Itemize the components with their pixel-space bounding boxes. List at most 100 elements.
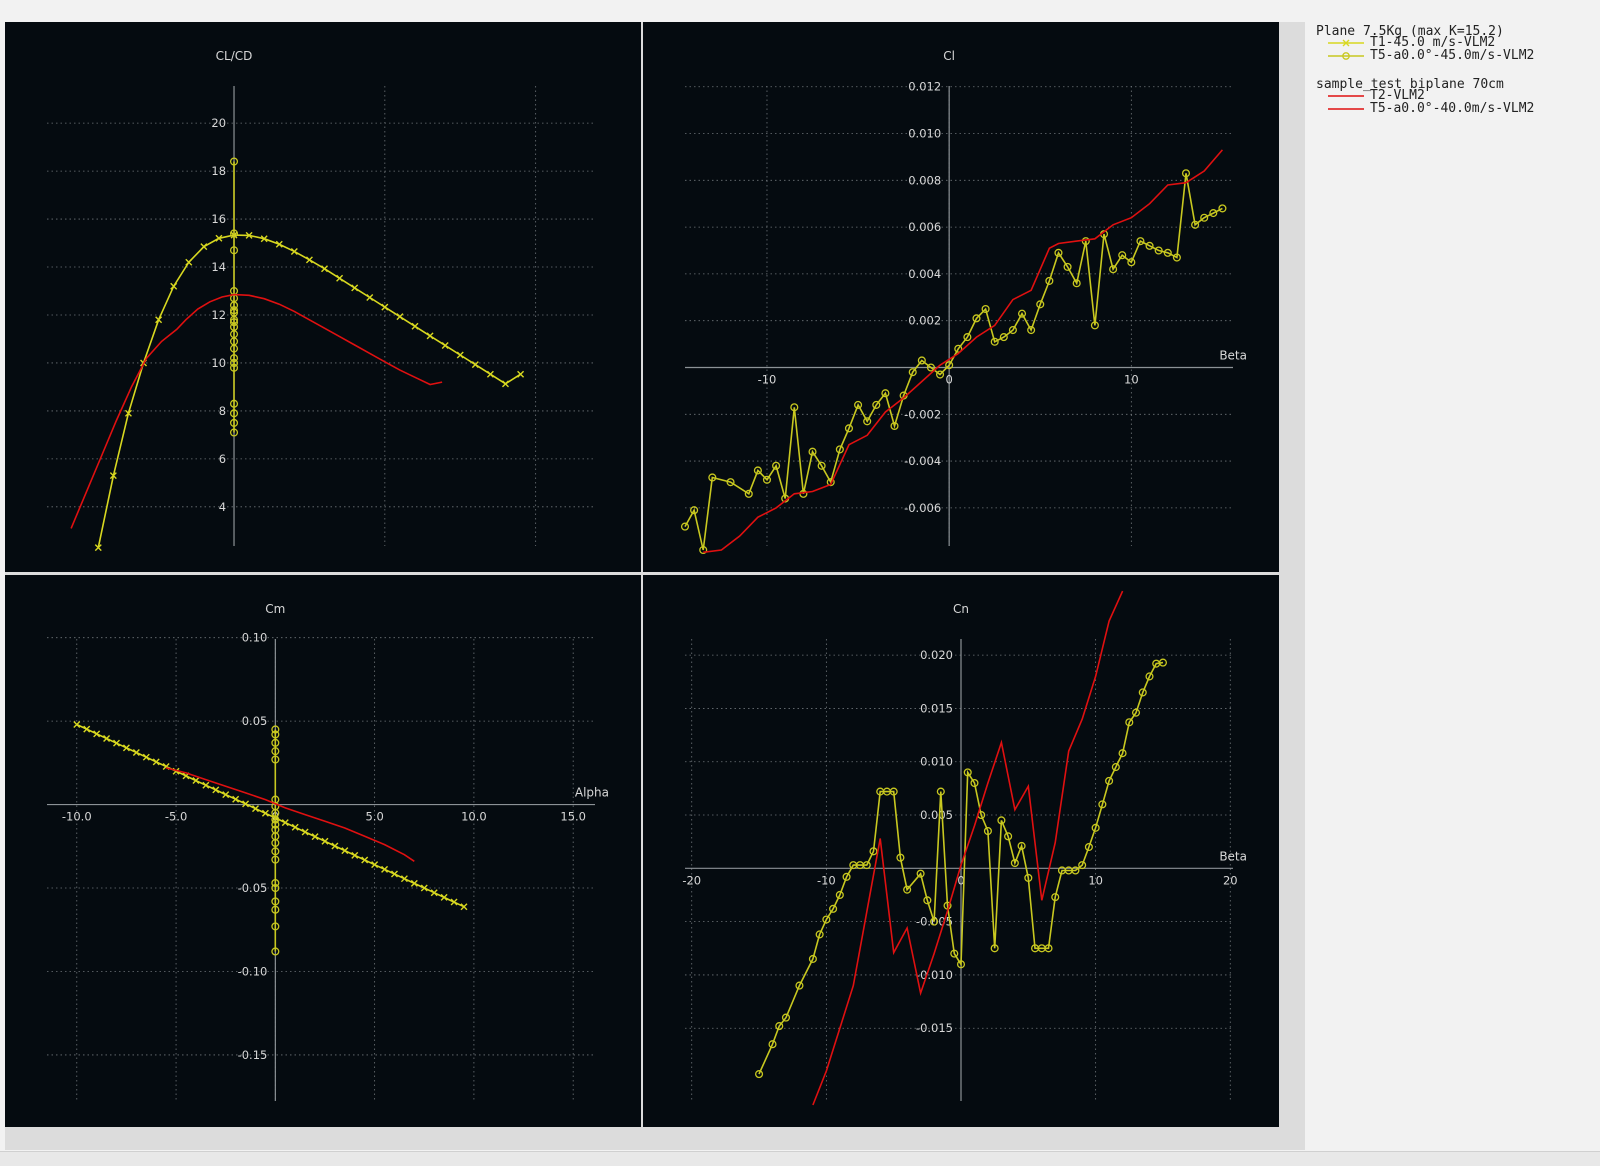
data-point-circle-marker xyxy=(1004,832,1013,841)
y-tick-label: 6 xyxy=(219,452,226,466)
data-point-circle-marker xyxy=(842,872,851,881)
y-axis-label: CL/CD xyxy=(216,49,253,63)
data-point-circle-marker xyxy=(822,915,831,924)
data-point-circle-marker xyxy=(271,883,280,893)
data-point-x-marker xyxy=(232,795,240,803)
data-point-circle-marker xyxy=(826,478,835,487)
data-point-x-marker xyxy=(73,720,81,728)
data-point-circle-marker xyxy=(229,399,239,408)
data-point-circle-marker xyxy=(835,445,844,454)
data-point-circle-marker xyxy=(229,354,239,363)
data-point-circle-marker xyxy=(271,820,280,829)
series-line xyxy=(684,173,1223,551)
plot-area xyxy=(680,149,1227,555)
y-tick-label: 0.015 xyxy=(920,701,953,715)
data-point-x-marker xyxy=(185,258,193,266)
graph-cm-vs-alpha[interactable]: Alpha Cm -10.0 -5.0 0 5.0 10.0 15.0 -0.15 -0.10 -0… xyxy=(5,575,641,1127)
data-point-circle-marker xyxy=(229,363,239,372)
x-tick-label: 5.0 xyxy=(365,810,383,824)
y-tick-label: -0.05 xyxy=(238,881,268,895)
data-point-circle-marker xyxy=(1045,276,1054,285)
data-point-circle-marker xyxy=(990,337,999,346)
data-point-circle-marker xyxy=(229,344,239,353)
x-tick-label: -5.0 xyxy=(165,810,187,824)
series-line xyxy=(812,590,1124,1106)
data-point-circle-marker xyxy=(1218,204,1227,213)
x-tick-label: 20 xyxy=(1223,873,1238,887)
data-point-circle-marker xyxy=(950,949,959,958)
legend-entry[interactable]: T5-a0.0°-40.0m/s-VLM2 xyxy=(1316,102,1586,116)
data-point-circle-marker xyxy=(1131,708,1141,717)
data-point-circle-marker xyxy=(229,308,239,317)
data-point-x-marker xyxy=(152,758,160,766)
legend-entry[interactable]: T5-a0.0°-45.0m/s-VLM2 xyxy=(1316,48,1586,63)
series-1 xyxy=(812,590,1124,1106)
data-point-circle-marker xyxy=(1010,858,1019,868)
y-tick-label: -0.15 xyxy=(238,1048,268,1062)
y-tick-label: 0.006 xyxy=(908,220,941,234)
data-point-circle-marker xyxy=(835,890,844,900)
y-tick-label: -0.010 xyxy=(916,968,953,982)
legend-entry-label: T5-a0.0°-45.0m/s-VLM2 xyxy=(1370,48,1535,63)
data-point-circle-marker xyxy=(990,944,999,953)
graph-cl-vs-beta[interactable]: Beta Cl -10 0 10 -0.006 -0.004 -0.002 0.002 0.004… xyxy=(643,22,1279,572)
legend-entry[interactable]: T1-45.0 m/s-VLM2 xyxy=(1316,36,1586,50)
data-point-circle-marker xyxy=(808,954,817,963)
data-point-x-marker xyxy=(142,753,150,761)
data-point-circle-marker xyxy=(854,400,863,409)
data-point-circle-marker xyxy=(229,229,239,238)
grid-lines xyxy=(47,637,595,1101)
data-point-circle-marker xyxy=(271,947,280,956)
data-point-x-marker xyxy=(371,861,379,869)
y-axis-label: Cm xyxy=(265,602,285,616)
data-point-x-marker xyxy=(517,370,525,378)
data-point-x-marker xyxy=(261,809,269,817)
y-tick-label: 0.012 xyxy=(908,80,941,94)
data-point-circle-marker xyxy=(1105,776,1114,785)
data-point-circle-marker xyxy=(229,358,239,368)
y-tick-label: 16 xyxy=(211,212,226,226)
data-point-x-marker xyxy=(305,256,313,264)
data-point-x-marker xyxy=(420,884,428,892)
data-point-circle-marker xyxy=(1090,321,1099,330)
data-point-x-marker xyxy=(215,234,223,242)
x-axis-label: Beta xyxy=(1219,348,1247,362)
data-point-x-marker xyxy=(155,316,163,324)
data-point-x-marker xyxy=(122,744,130,752)
data-point-circle-marker xyxy=(999,333,1008,342)
data-point-circle-marker xyxy=(229,246,239,255)
data-point-circle-marker xyxy=(271,725,280,734)
data-point-circle-marker xyxy=(916,869,925,878)
series-line xyxy=(758,661,1164,1075)
data-point-circle-marker xyxy=(1084,842,1093,852)
graphs-area: Alpha CL/CD 0 5.0 10.0 4 6 8 10 12 14 16 18 20 Beta Cl… xyxy=(5,22,1305,1150)
data-point-circle-marker xyxy=(881,389,890,398)
data-point-circle-marker xyxy=(1071,866,1080,875)
data-point-circle-marker xyxy=(795,981,804,990)
x-tick-label: -20 xyxy=(682,873,701,887)
data-point-circle-marker xyxy=(708,473,717,482)
data-point-circle-marker xyxy=(956,960,966,969)
y-axis-label: Cn xyxy=(953,602,969,616)
data-point-circle-marker xyxy=(271,815,280,824)
data-point-circle-marker xyxy=(1145,672,1154,681)
legend-entry[interactable]: T2-VLM2 xyxy=(1316,89,1586,103)
data-point-x-marker xyxy=(170,282,178,290)
y-tick-label: 20 xyxy=(211,116,226,130)
graph-svg: Beta Cl -10 0 10 -0.006 -0.004 -0.002 0.002 0.004… xyxy=(680,49,1247,555)
data-point-circle-marker xyxy=(815,930,824,939)
data-point-circle-marker xyxy=(271,747,280,756)
data-point-circle-marker xyxy=(762,475,772,484)
data-point-circle-marker xyxy=(1200,213,1209,222)
data-point-x-marker xyxy=(321,837,329,845)
graph-cl-cd-vs-alpha[interactable]: AlphaCL/CD05.010.0468101214161820 xyxy=(5,22,641,572)
y-tick-label: 14 xyxy=(211,260,226,274)
data-point-circle-marker xyxy=(872,400,881,409)
data-point-x-marker xyxy=(301,828,309,836)
y-tick-label: 12 xyxy=(211,308,226,322)
data-point-circle-marker xyxy=(1017,309,1027,318)
graph-cn-vs-beta[interactable]: Beta Cn -20 -10 0 10 20 -0.015 -0.010 -0.005 0.005… xyxy=(643,575,1279,1127)
data-point-x-marker xyxy=(281,819,289,827)
data-point-circle-marker xyxy=(1136,237,1145,246)
